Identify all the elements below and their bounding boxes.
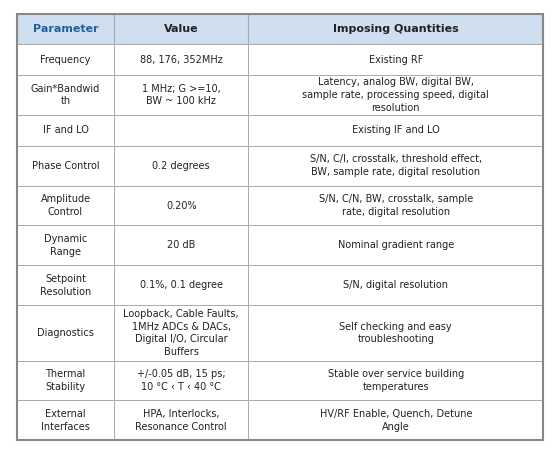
Bar [249, 305, 543, 360]
Text: IF and LO: IF and LO [43, 125, 88, 135]
Text: Amplitude
Control: Amplitude Control [40, 194, 91, 217]
Text: 0.1%, 0.1 degree: 0.1%, 0.1 degree [140, 280, 223, 291]
Text: Value: Value [164, 24, 199, 34]
Text: Self checking and easy
troubleshooting: Self checking and easy troubleshooting [339, 321, 452, 344]
Text: Stable over service building
temperatures: Stable over service building temperature… [328, 369, 464, 392]
Bar [17, 115, 114, 146]
Bar [17, 266, 114, 305]
Text: Diagnostics: Diagnostics [37, 328, 94, 338]
Bar [249, 14, 543, 44]
Bar [114, 186, 249, 226]
Bar [114, 44, 249, 75]
Bar [17, 186, 114, 226]
Bar [17, 305, 114, 360]
Text: +/-0.05 dB, 15 ps;
10 °C ‹ T ‹ 40 °C: +/-0.05 dB, 15 ps; 10 °C ‹ T ‹ 40 °C [137, 369, 226, 392]
Text: HPA, Interlocks,
Resonance Control: HPA, Interlocks, Resonance Control [136, 409, 227, 432]
Text: Parameter: Parameter [32, 24, 99, 34]
Bar [17, 44, 114, 75]
Text: Gain*Bandwid
th: Gain*Bandwid th [31, 84, 100, 106]
Text: Phase Control: Phase Control [32, 161, 99, 171]
Bar [17, 360, 114, 400]
Text: S/N, C/N, BW, crosstalk, sample
rate, digital resolution: S/N, C/N, BW, crosstalk, sample rate, di… [319, 194, 473, 217]
Text: Frequency: Frequency [40, 54, 91, 64]
Text: Thermal
Stability: Thermal Stability [45, 369, 86, 392]
Text: HV/RF Enable, Quench, Detune
Angle: HV/RF Enable, Quench, Detune Angle [320, 409, 472, 432]
Bar [114, 14, 249, 44]
Bar [114, 75, 249, 115]
Bar [249, 146, 543, 186]
Text: S/N, digital resolution: S/N, digital resolution [343, 280, 449, 291]
Bar [17, 226, 114, 266]
Text: Imposing Quantities: Imposing Quantities [333, 24, 459, 34]
Bar [249, 186, 543, 226]
Text: Dynamic
Range: Dynamic Range [44, 234, 87, 257]
Bar [114, 146, 249, 186]
Bar [249, 400, 543, 440]
Bar [17, 400, 114, 440]
Text: Setpoint
Resolution: Setpoint Resolution [40, 274, 91, 297]
Text: Existing RF: Existing RF [368, 54, 423, 64]
Bar [249, 266, 543, 305]
Bar [114, 226, 249, 266]
Bar [249, 44, 543, 75]
Bar [114, 266, 249, 305]
Bar [249, 360, 543, 400]
Text: Nominal gradient range: Nominal gradient range [338, 241, 454, 251]
Bar [249, 75, 543, 115]
Bar [249, 115, 543, 146]
Text: S/N, C/I, crosstalk, threshold effect,
BW, sample rate, digital resolution: S/N, C/I, crosstalk, threshold effect, B… [310, 154, 482, 177]
Text: Loopback, Cable Faults,
1MHz ADCs & DACs,
Digital I/O, Circular
Buffers: Loopback, Cable Faults, 1MHz ADCs & DACs… [124, 309, 239, 357]
Bar [17, 146, 114, 186]
Text: 20 dB: 20 dB [167, 241, 195, 251]
Text: 88, 176, 352MHz: 88, 176, 352MHz [140, 54, 223, 64]
Bar [114, 115, 249, 146]
Text: External
Interfaces: External Interfaces [41, 409, 90, 432]
Bar [249, 226, 543, 266]
Text: 0.20%: 0.20% [166, 201, 197, 211]
Bar [17, 14, 114, 44]
Bar [114, 360, 249, 400]
Text: Latency, analog BW, digital BW,
sample rate, processing speed, digital
resolutio: Latency, analog BW, digital BW, sample r… [302, 77, 489, 113]
Bar [114, 305, 249, 360]
Text: 0.2 degrees: 0.2 degrees [152, 161, 210, 171]
Text: 1 MHz; G >=10,
BW ~ 100 kHz: 1 MHz; G >=10, BW ~ 100 kHz [142, 84, 221, 106]
Bar [114, 400, 249, 440]
Bar [17, 75, 114, 115]
Text: Existing IF and LO: Existing IF and LO [352, 125, 440, 135]
